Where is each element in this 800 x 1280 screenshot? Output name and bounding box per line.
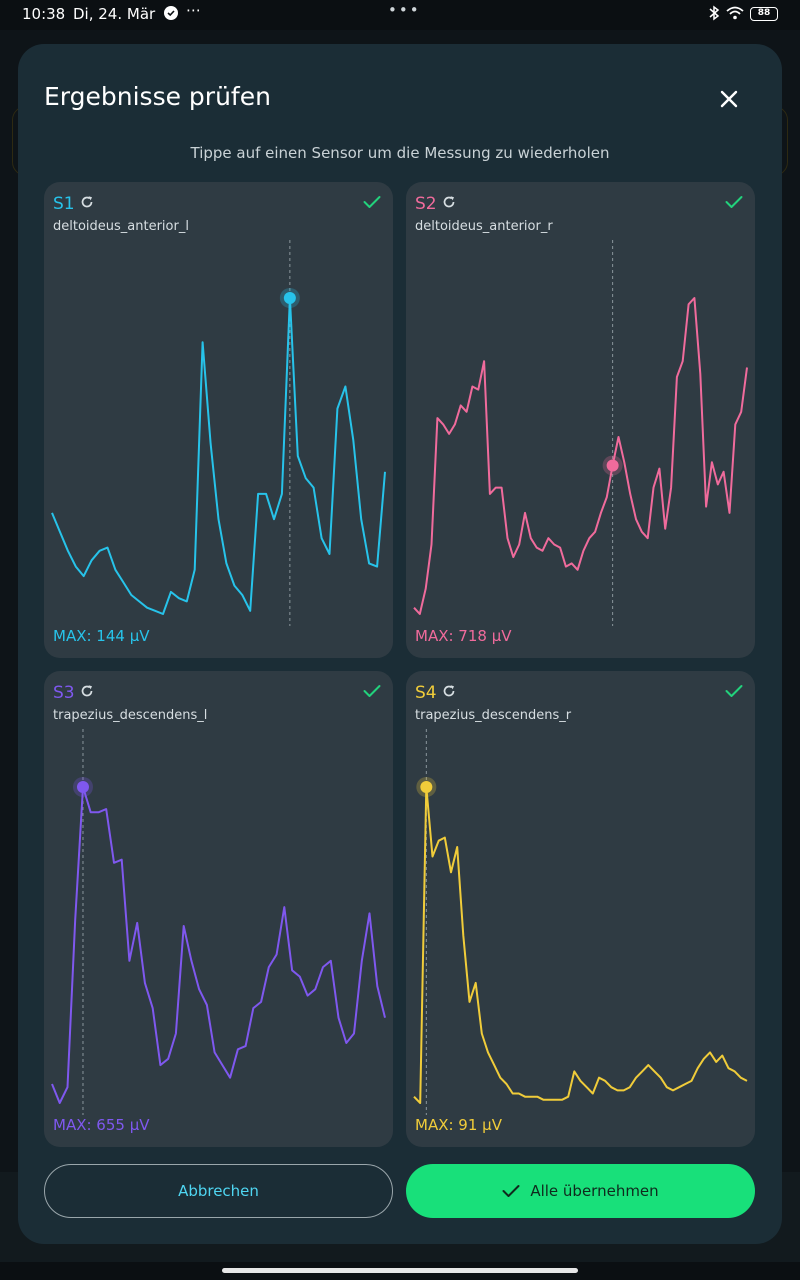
retry-icon[interactable] <box>80 684 94 698</box>
success-check-icon <box>363 196 381 208</box>
sensor-id: S1 <box>53 194 75 214</box>
close-icon <box>720 90 738 108</box>
max-value: MAX: 655 µV <box>53 1116 150 1134</box>
status-bar: 10:38 Di, 24. Mär ⋯ ••• 88 <box>0 0 800 30</box>
check-circle-icon <box>164 6 178 20</box>
success-check-icon <box>363 685 381 697</box>
peak-point <box>420 781 433 793</box>
sensor-card-s4[interactable]: S4 trapezius_descendens_r MAX: 91 µV <box>406 671 755 1147</box>
emg-plot <box>51 240 386 626</box>
wifi-icon <box>726 6 744 24</box>
max-value: MAX: 144 µV <box>53 627 150 645</box>
muscle-name: trapezius_descendens_r <box>415 708 572 723</box>
home-indicator[interactable] <box>222 1268 578 1273</box>
dialog-title: Ergebnisse prüfen <box>44 82 271 111</box>
window-handle-dots-icon[interactable]: ••• <box>388 1 421 19</box>
emg-plot <box>413 729 748 1115</box>
accept-button-label: Alle übernehmen <box>530 1182 659 1200</box>
battery-level: 88 <box>757 8 771 18</box>
emg-plot <box>51 729 386 1115</box>
sensor-card-s3[interactable]: S3 trapezius_descendens_l MAX: 655 µV <box>44 671 393 1147</box>
retry-icon[interactable] <box>80 195 94 209</box>
max-value: MAX: 91 µV <box>415 1116 502 1134</box>
cancel-button-label: Abbrechen <box>178 1182 259 1200</box>
sensor-card-s1[interactable]: S1 deltoideus_anterior_l MAX: 144 µV <box>44 182 393 658</box>
retry-icon[interactable] <box>442 684 456 698</box>
emg-trace-line <box>51 786 386 1104</box>
dialog-hint: Tippe auf einen Sensor um die Messung zu… <box>190 144 610 162</box>
check-icon <box>502 1185 520 1197</box>
cancel-button[interactable]: Abbrechen <box>44 1164 393 1218</box>
emg-trace-line <box>51 297 386 615</box>
sensor-id: S2 <box>415 194 437 214</box>
status-date: Di, 24. Mär <box>73 5 156 23</box>
emg-trace-line <box>413 297 748 615</box>
success-check-icon <box>725 685 743 697</box>
max-value: MAX: 718 µV <box>415 627 512 645</box>
sensor-id: S3 <box>53 683 75 703</box>
peak-point <box>606 459 619 472</box>
more-dots-icon: ⋯ <box>186 1 202 19</box>
close-button[interactable] <box>714 84 744 114</box>
accept-all-button[interactable]: Alle übernehmen <box>406 1164 755 1218</box>
muscle-name: deltoideus_anterior_l <box>53 219 189 234</box>
peak-point <box>283 292 296 304</box>
success-check-icon <box>725 196 743 208</box>
bluetooth-icon <box>708 5 720 25</box>
emg-trace-line <box>413 786 748 1104</box>
retry-icon[interactable] <box>442 195 456 209</box>
emg-plot <box>413 240 748 626</box>
battery-icon: 88 <box>750 7 778 21</box>
peak-point <box>76 781 89 793</box>
muscle-name: trapezius_descendens_l <box>53 708 208 723</box>
sensor-id: S4 <box>415 683 437 703</box>
status-time: 10:38 <box>22 5 66 23</box>
muscle-name: deltoideus_anterior_r <box>415 219 553 234</box>
sensor-card-s2[interactable]: S2 deltoideus_anterior_r MAX: 718 µV <box>406 182 755 658</box>
results-dialog: Ergebnisse prüfen Tippe auf einen Sensor… <box>18 44 782 1244</box>
